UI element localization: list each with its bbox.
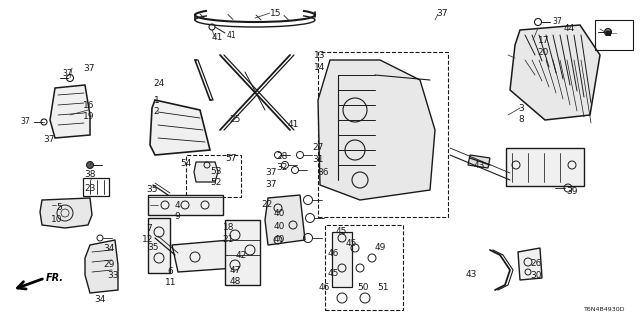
Text: 16: 16 <box>83 101 95 110</box>
Text: 44: 44 <box>563 24 575 33</box>
Polygon shape <box>150 100 210 155</box>
Text: 14: 14 <box>314 63 325 72</box>
Text: 39: 39 <box>566 187 578 196</box>
Text: 41: 41 <box>211 33 223 42</box>
Text: 50: 50 <box>357 283 369 292</box>
Circle shape <box>605 28 611 36</box>
Text: 35: 35 <box>147 243 159 252</box>
Bar <box>186 155 241 197</box>
Bar <box>325 225 403 310</box>
Text: 23: 23 <box>84 184 96 193</box>
Polygon shape <box>50 85 90 138</box>
Text: 54: 54 <box>180 159 192 168</box>
Text: 27: 27 <box>312 143 324 152</box>
Polygon shape <box>265 195 305 245</box>
Text: 11: 11 <box>165 278 177 287</box>
Text: 8: 8 <box>518 116 524 124</box>
Text: FR.: FR. <box>46 273 64 283</box>
Text: 34: 34 <box>104 244 115 253</box>
Text: 18: 18 <box>223 223 234 232</box>
Text: 28: 28 <box>276 152 288 161</box>
Circle shape <box>86 162 93 169</box>
Text: 7: 7 <box>146 224 152 233</box>
Text: 45: 45 <box>346 239 357 248</box>
Text: 1: 1 <box>154 96 159 105</box>
Text: 34: 34 <box>95 295 106 304</box>
Text: 4: 4 <box>174 201 180 210</box>
Text: 36: 36 <box>317 168 328 177</box>
Bar <box>332 232 352 287</box>
Text: 9: 9 <box>174 212 180 221</box>
Text: 51: 51 <box>378 283 389 292</box>
Text: 37: 37 <box>44 135 55 144</box>
Polygon shape <box>194 162 218 182</box>
Text: 21: 21 <box>223 235 234 244</box>
Text: 37: 37 <box>552 18 562 27</box>
Bar <box>148 195 223 215</box>
Bar <box>225 220 260 285</box>
Text: 40: 40 <box>274 235 285 244</box>
Text: ■—: ■— <box>604 30 618 36</box>
Text: 12: 12 <box>142 236 154 244</box>
Text: 37: 37 <box>62 68 72 77</box>
Text: 6: 6 <box>168 267 173 276</box>
Text: 46: 46 <box>319 284 330 292</box>
Bar <box>595 20 633 50</box>
Text: 37: 37 <box>266 168 277 177</box>
Text: 43: 43 <box>466 270 477 279</box>
Bar <box>506 148 584 186</box>
Text: 29: 29 <box>104 260 115 269</box>
Text: 31: 31 <box>312 155 324 164</box>
Polygon shape <box>318 60 435 200</box>
Text: 43: 43 <box>474 161 485 170</box>
Text: 24: 24 <box>154 79 165 88</box>
Text: 47: 47 <box>229 266 241 275</box>
Text: 40: 40 <box>274 222 285 231</box>
Text: 52: 52 <box>210 178 221 187</box>
Text: 37: 37 <box>20 117 29 126</box>
Text: 45: 45 <box>336 228 348 236</box>
Text: 32: 32 <box>276 164 288 172</box>
Text: 2: 2 <box>154 108 159 116</box>
Text: 45: 45 <box>328 269 339 278</box>
Text: 33: 33 <box>108 271 119 280</box>
Polygon shape <box>510 25 600 120</box>
Text: 30: 30 <box>530 271 541 280</box>
Text: T6N4B4930D: T6N4B4930D <box>584 307 625 312</box>
Text: 37: 37 <box>83 64 95 73</box>
Text: 26: 26 <box>530 260 541 268</box>
Text: 37: 37 <box>436 9 448 18</box>
Text: 13: 13 <box>314 52 325 60</box>
Text: 22: 22 <box>261 200 273 209</box>
Text: 37: 37 <box>266 180 277 189</box>
Text: 49: 49 <box>374 244 386 252</box>
Text: 41: 41 <box>288 120 300 129</box>
Text: 10: 10 <box>51 215 63 224</box>
Text: 46: 46 <box>328 249 339 258</box>
Bar <box>318 52 448 217</box>
Polygon shape <box>518 248 542 280</box>
Polygon shape <box>468 155 490 168</box>
Text: 48: 48 <box>229 277 241 286</box>
Text: 15: 15 <box>270 9 282 18</box>
Text: 25: 25 <box>229 116 241 124</box>
Text: 17: 17 <box>538 36 549 45</box>
Text: 40: 40 <box>274 209 285 218</box>
Text: 42: 42 <box>236 251 247 260</box>
Bar <box>83 178 109 196</box>
Polygon shape <box>85 240 118 293</box>
Polygon shape <box>172 240 235 272</box>
Text: 41: 41 <box>227 30 237 39</box>
Text: 35: 35 <box>146 185 157 194</box>
Text: 57: 57 <box>225 154 237 163</box>
Text: 38: 38 <box>84 170 96 179</box>
Polygon shape <box>40 198 92 228</box>
Text: 3: 3 <box>518 104 524 113</box>
Bar <box>148 218 170 273</box>
Text: 53: 53 <box>210 167 221 176</box>
Text: 20: 20 <box>538 48 549 57</box>
Text: 5: 5 <box>56 204 62 212</box>
Text: 19: 19 <box>83 112 95 121</box>
